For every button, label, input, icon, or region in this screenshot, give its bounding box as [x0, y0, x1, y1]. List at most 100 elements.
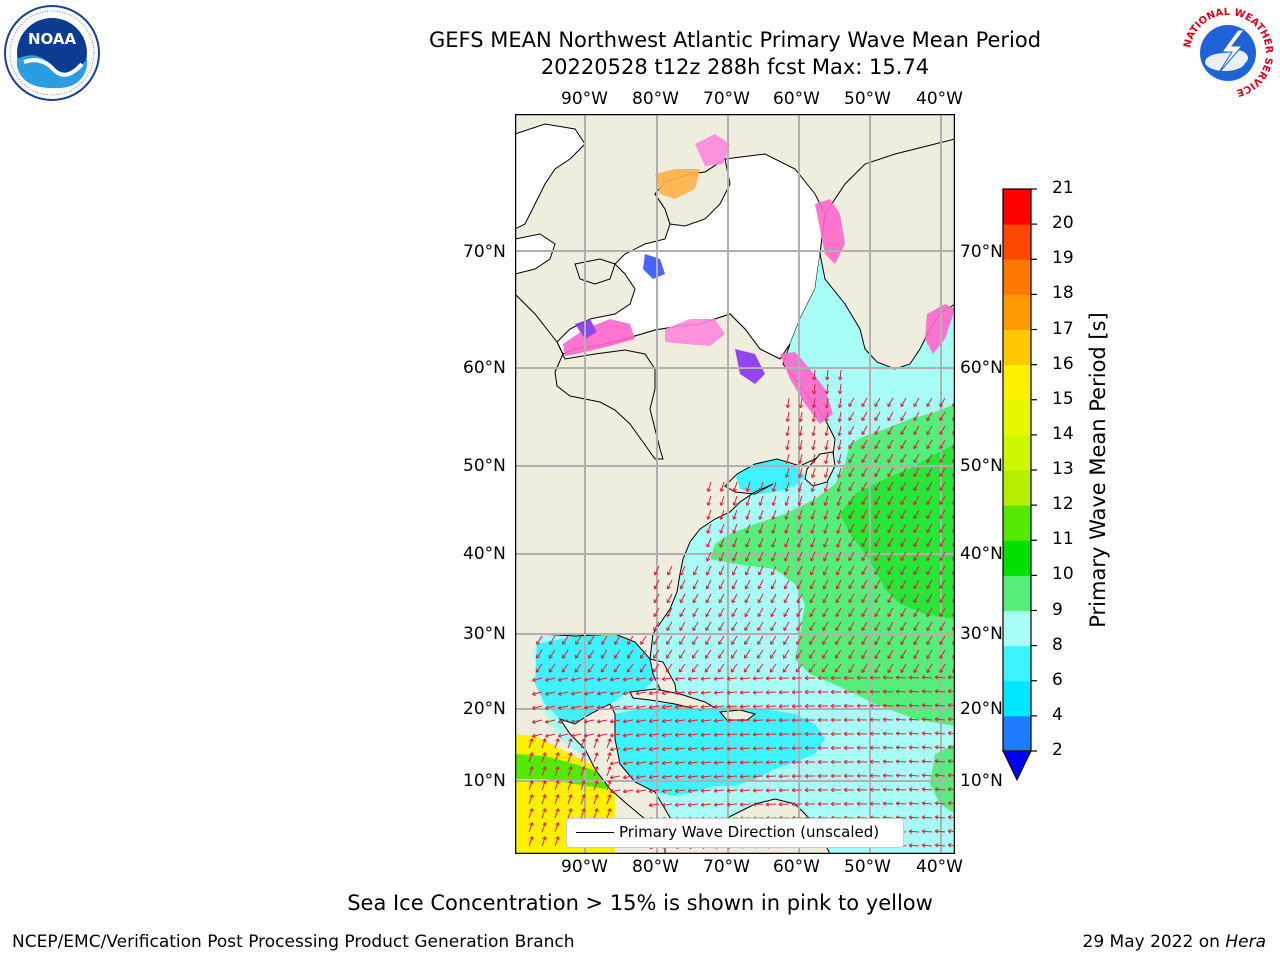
wave-arrow [900, 593, 907, 604]
wave-arrow [528, 822, 534, 833]
wave-arrow [541, 822, 547, 833]
wave-arrow [823, 551, 829, 562]
lat-label-left-2: 60°N [463, 358, 506, 378]
wave-arrow [913, 621, 920, 632]
wave-arrow [744, 593, 751, 604]
wave-arrow [593, 808, 599, 819]
colorbar-tick-label: 15 [1052, 388, 1074, 409]
wave-arrow [674, 704, 686, 710]
wave-arrow [648, 676, 660, 682]
wave-arrow [653, 607, 660, 618]
wave-arrow [913, 481, 920, 492]
wave-arrow [536, 635, 543, 645]
wave-arrow [869, 759, 881, 764]
wave-arrow [809, 607, 816, 618]
wave-arrow [817, 759, 829, 765]
wave-arrow [837, 383, 843, 395]
wave-arrow [554, 766, 560, 777]
wave-arrow [609, 691, 621, 696]
wave-arrow [900, 411, 907, 422]
lat-label-right-6: 20°N [960, 699, 1003, 719]
wave-arrow [908, 703, 920, 708]
wave-arrow [622, 691, 634, 696]
wave-arrow [810, 509, 816, 520]
wave-arrow [836, 551, 842, 562]
wave-arrow [580, 780, 586, 791]
wave-arrow [822, 565, 829, 576]
wave-arrow [856, 773, 868, 779]
wave-arrow [939, 453, 946, 464]
bright-green-region [840, 444, 955, 619]
wave-arrow [843, 731, 855, 737]
wave-arrow [752, 760, 764, 765]
wave-arrow [588, 635, 595, 645]
wave-arrow [861, 397, 868, 408]
wave-arrow [856, 731, 868, 737]
wave-arrow [934, 731, 946, 736]
wave-arrow [900, 537, 907, 548]
wave-arrow [648, 746, 660, 752]
wave-arrow [900, 635, 907, 646]
wave-arrow [869, 689, 881, 694]
wave-arrow [848, 439, 855, 450]
wave-arrow [913, 635, 920, 646]
wave-arrow [687, 802, 699, 808]
wave-arrow [869, 773, 881, 778]
lat-label-left-6: 20°N [463, 699, 506, 719]
wave-arrow [926, 397, 933, 408]
wave-arrow [947, 731, 955, 736]
wave-arrow [947, 759, 955, 764]
wave-arrow [674, 676, 686, 682]
wave-arrow [652, 663, 660, 673]
wave-arrow [635, 760, 647, 766]
wave-arrow [674, 746, 686, 752]
wave-arrow [687, 732, 699, 738]
wave-arrow [856, 801, 868, 807]
wave-arrow [752, 746, 764, 751]
wave-arrow [622, 747, 634, 752]
wave-arrow [848, 649, 855, 660]
wave-arrow [622, 733, 634, 738]
wave-arrow [810, 481, 816, 492]
wave-arrow [765, 690, 777, 695]
wave-arrow [824, 425, 829, 437]
wave-arrow [678, 649, 686, 659]
wave-arrow [731, 607, 738, 618]
wave-arrow [908, 731, 920, 736]
wave-arrow [713, 774, 725, 779]
wave-arrow [836, 509, 842, 520]
wave-arrow [939, 509, 946, 520]
wave-arrow [713, 788, 725, 793]
wave-arrow [785, 439, 790, 451]
wave-arrow [583, 719, 595, 724]
wave-arrow [752, 788, 764, 793]
wave-arrow [570, 691, 582, 696]
lon-label-top-4: 60°W [773, 89, 820, 109]
wave-arrow [804, 703, 816, 709]
wave-arrow [752, 802, 764, 807]
wave-arrow [557, 691, 569, 696]
wave-arrow [609, 761, 621, 766]
wave-arrow [810, 467, 816, 479]
lon-label-bottom-4: 60°W [773, 857, 820, 877]
wave-arrow [895, 689, 907, 694]
wave-arrow [804, 731, 816, 737]
wave-arrow [744, 621, 751, 632]
wave-arrow [934, 815, 946, 820]
wave-arrow [580, 808, 586, 819]
wave-arrow [823, 509, 829, 520]
wave-arrow [874, 635, 881, 646]
wave-arrow [874, 579, 881, 590]
wave-arrow [926, 439, 933, 450]
wave-arrow [825, 369, 830, 381]
noaa-logo-text: NOAA [28, 30, 77, 48]
wave-arrow [926, 467, 933, 478]
colorbar-tick-label: 20 [1052, 213, 1074, 234]
wave-arrow [836, 537, 842, 548]
wave-arrow [939, 439, 946, 450]
wave-arrow [882, 717, 894, 722]
colorbar-tick-label: 6 [1052, 669, 1063, 690]
colorbar-cell [1003, 224, 1031, 260]
wave-arrow [913, 509, 920, 520]
wave-arrow [861, 425, 868, 436]
